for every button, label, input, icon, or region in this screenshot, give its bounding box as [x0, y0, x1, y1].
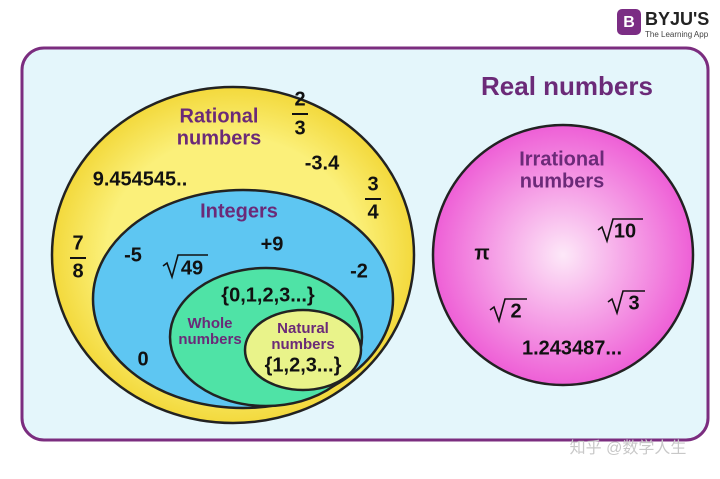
example: -2 [350, 260, 368, 282]
set-label: Whole [188, 315, 233, 332]
set-label: numbers [520, 170, 604, 192]
radical [597, 218, 643, 244]
set-label: Natural [277, 320, 329, 337]
brand-name: BYJU'S [645, 9, 709, 29]
radical [607, 290, 645, 316]
example: -3.4 [305, 152, 340, 174]
brand-tagline: The Learning App [645, 30, 709, 39]
set-label: Rational [180, 105, 259, 127]
natural-set [243, 308, 363, 392]
example: 0 [137, 348, 148, 370]
logo-icon [617, 9, 641, 35]
denominator: 8 [72, 260, 83, 282]
example: 9.454545.. [93, 168, 188, 190]
set-label: Irrational [519, 148, 605, 170]
example: +9 [261, 233, 284, 255]
example: π [474, 242, 489, 264]
numerator: 2 [294, 88, 305, 110]
denominator: 4 [367, 201, 379, 223]
watermark: 知乎 @数学人生 [570, 439, 687, 457]
example: -5 [124, 244, 142, 266]
set-elements: {1,2,3...} [265, 354, 342, 376]
example: 49 [181, 257, 203, 279]
example: 10 [614, 220, 636, 242]
set-label: numbers [178, 331, 241, 348]
numerator: 7 [72, 232, 83, 254]
numerator: 3 [367, 173, 378, 195]
title: Real numbers [481, 71, 653, 101]
set-label: Integers [200, 200, 278, 222]
set-label: numbers [177, 127, 261, 149]
radical [489, 298, 527, 324]
example: 2 [510, 300, 521, 322]
set-label: numbers [271, 336, 334, 353]
example: 3 [628, 292, 639, 314]
radical [162, 254, 208, 280]
example: 1.243487... [522, 337, 622, 359]
logo-letter: B [623, 14, 635, 31]
denominator: 3 [294, 117, 305, 139]
set-elements: {0,1,2,3...} [221, 284, 315, 306]
